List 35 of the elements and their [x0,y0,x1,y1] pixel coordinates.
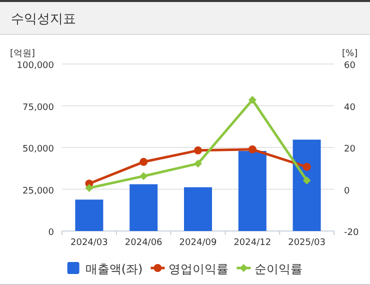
y2-tick-label: 40 [344,102,356,113]
point [248,145,256,154]
bar [75,200,104,231]
y-tick-label: 25,000 [22,186,54,196]
point [85,184,94,192]
y-axis-title: [억원] [10,49,36,59]
y2-tick-label: -20 [344,228,359,238]
y-tick-label: 75,000 [22,102,54,113]
point [194,146,202,154]
y2-tick-label: 60 [344,61,356,71]
y2-tick-label: 0 [344,186,350,196]
point [302,162,311,171]
point [248,96,256,104]
bar [184,187,212,231]
y-tick-label: 0 [48,228,54,238]
point [140,158,148,166]
legend-label: 영업이익률 [168,262,229,276]
bar [130,184,158,231]
legend-label: 순이익률 [254,262,303,276]
x-tick-label: 2024/06 [124,238,163,248]
x-tick-label: 2024/09 [179,238,217,248]
legend-label: 매출액(좌) [85,262,143,276]
chart-title: 수익성지표 [11,12,76,27]
bar [292,140,321,231]
y-tick-label: 100,000 [16,61,54,71]
y-tick-label: 50,000 [22,144,54,154]
x-tick-label: 2024/03 [70,238,108,248]
point [194,160,202,168]
y2-axis-title: [%] [342,49,358,59]
point [302,176,311,184]
x-tick-label: 2024/12 [234,238,272,248]
bar [238,151,266,231]
point [140,172,148,180]
x-tick-label: 2025/03 [288,238,326,248]
y2-tick-label: 20 [344,144,356,154]
